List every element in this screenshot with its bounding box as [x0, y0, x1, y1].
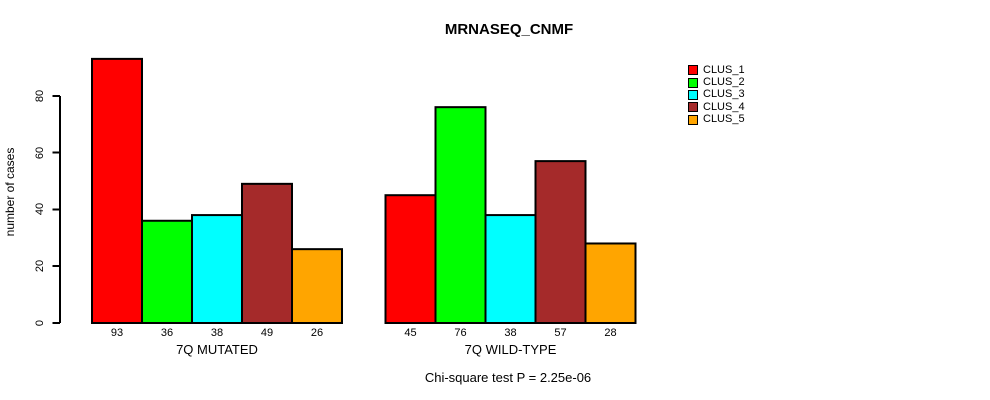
legend-label: CLUS_5 [703, 113, 745, 126]
bar-value-label: 38 [210, 327, 224, 339]
bar-clus_2-1 [141, 219, 193, 324]
chi-square-caption: Chi-square test P = 2.25e-06 [424, 370, 592, 385]
bar-clus_1-2 [384, 194, 437, 324]
legend-label: CLUS_3 [703, 88, 745, 101]
legend: CLUS_1 CLUS_2 CLUS_3 CLUS_4 CLUS_5 [688, 64, 745, 126]
legend-swatch-icon [688, 114, 698, 125]
legend-label: CLUS_2 [703, 76, 745, 89]
group-label: 7Q WILD-TYPE [464, 342, 557, 357]
legend-item-clus_5: CLUS_5 [688, 114, 745, 126]
legend-item-clus_2: CLUS_2 [688, 76, 745, 88]
bar-clus_1-1 [91, 57, 143, 324]
bar-value-label: 26 [310, 327, 324, 339]
bar-value-label: 28 [604, 327, 617, 339]
group-label: 7Q MUTATED [176, 342, 258, 357]
y-tick-label: 40 [34, 203, 46, 216]
bar-clus_4-1 [241, 182, 293, 324]
legend-swatch-icon [688, 65, 698, 76]
legend-item-clus_4: CLUS_4 [688, 101, 745, 113]
legend-item-clus_1: CLUS_1 [688, 64, 745, 76]
bar-value-label: 36 [160, 327, 174, 339]
bar-value-label: 57 [554, 327, 567, 339]
legend-swatch-icon [688, 77, 698, 88]
bar-clus_5-2 [584, 242, 637, 324]
bar-value-label: 76 [454, 327, 467, 339]
y-tick-label: 60 [34, 146, 46, 159]
bar-clus_5-1 [291, 248, 343, 324]
bar-value-label: 45 [404, 327, 417, 339]
legend-label: CLUS_1 [703, 63, 745, 76]
bar-clus_3-1 [191, 214, 243, 324]
bar-clus_3-2 [484, 214, 537, 324]
legend-label: CLUS_4 [703, 100, 745, 113]
bar-value-label: 49 [260, 327, 274, 339]
bar-clus_4-2 [534, 160, 587, 324]
legend-swatch-icon [688, 102, 698, 113]
y-tick-label: 0 [34, 319, 46, 327]
legend-swatch-icon [688, 89, 698, 100]
y-tick-label: 80 [34, 89, 46, 102]
chart-title: MRNASEQ_CNMF [444, 21, 574, 38]
legend-item-clus_3: CLUS_3 [688, 89, 745, 101]
y-tick-label: 20 [34, 260, 46, 273]
bar-value-label: 38 [504, 327, 517, 339]
bar-value-label: 93 [110, 327, 124, 339]
bar-clus_2-2 [434, 106, 487, 324]
